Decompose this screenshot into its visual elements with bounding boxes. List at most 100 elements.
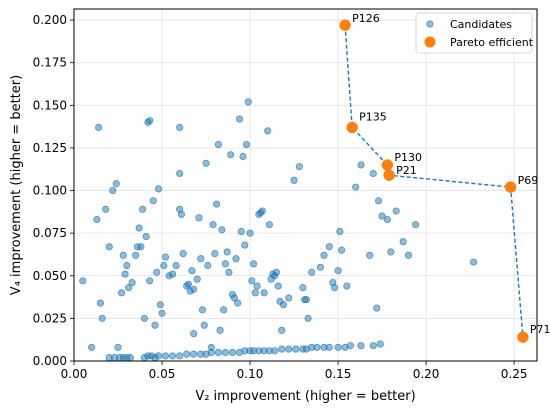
candidate-point	[292, 345, 300, 353]
candidate-point	[366, 251, 374, 259]
pareto-point-label: P130	[394, 151, 422, 164]
x-tick-label: 0.20	[413, 367, 440, 381]
y-tick-label: 0.200	[33, 13, 67, 27]
candidate-point	[227, 151, 235, 159]
candidate-point	[242, 140, 251, 149]
pareto-point-label: P21	[396, 164, 417, 177]
candidate-point	[176, 123, 184, 132]
legend-candidates-marker	[426, 20, 434, 28]
candidate-point	[470, 258, 478, 266]
candidate-point	[109, 186, 117, 195]
candidate-point	[246, 229, 254, 237]
candidate-point	[352, 183, 360, 191]
candidate-point	[169, 352, 177, 360]
candidate-point	[228, 348, 236, 357]
candidate-point	[260, 289, 268, 297]
candidate-point	[220, 306, 228, 314]
pareto-point	[381, 159, 394, 171]
candidate-point	[253, 282, 261, 290]
candidate-point	[302, 296, 310, 304]
candidate-point	[153, 268, 161, 276]
candidate-point	[338, 246, 346, 254]
candidate-point	[209, 221, 217, 229]
candidate-point	[105, 243, 113, 251]
candidate-point	[161, 352, 170, 360]
candidate-point	[330, 284, 339, 292]
candidate-point	[214, 348, 222, 357]
candidate-point	[244, 98, 252, 106]
candidate-point	[320, 251, 328, 259]
candidate-point	[200, 321, 208, 329]
candidate-point	[278, 326, 286, 334]
candidate-point	[336, 227, 344, 236]
y-tick-label: 0.150	[33, 98, 67, 112]
candidate-point	[235, 115, 244, 123]
candidate-point	[290, 176, 298, 184]
pareto-point-label: P135	[359, 110, 387, 123]
candidate-point	[198, 306, 207, 314]
candidate-point	[154, 352, 163, 360]
candidate-point	[334, 343, 342, 351]
candidate-point	[119, 251, 127, 259]
candidate-point	[373, 304, 381, 312]
candidate-point	[126, 354, 134, 362]
candidate-point	[190, 285, 198, 293]
y-axis-label: V₄ improvement (higher = better)	[9, 75, 24, 295]
candidate-point	[399, 238, 407, 246]
y-tick-label: 0.075	[33, 226, 67, 240]
candidate-point	[204, 261, 212, 270]
candidate-point	[237, 227, 245, 236]
candidate-point	[299, 284, 307, 292]
candidate-point	[221, 260, 229, 268]
x-axis-ticks: 0.00 0.05 0.10 0.15 0.20 0.25	[61, 361, 527, 381]
pareto-point	[339, 19, 351, 31]
y-tick-label: 0.025	[33, 311, 67, 325]
candidate-point	[176, 352, 184, 360]
candidate-point	[102, 205, 110, 213]
candidate-point	[172, 261, 180, 270]
candidate-point	[95, 123, 103, 132]
x-tick-label: 0.05	[149, 367, 176, 381]
candidate-point	[392, 207, 400, 215]
candidate-point	[241, 241, 249, 249]
x-tick-label: 0.15	[325, 367, 352, 381]
candidate-point	[234, 299, 242, 307]
candidate-point	[146, 277, 154, 285]
candidate-point	[271, 347, 279, 355]
candidate-point	[258, 207, 266, 215]
candidate-point	[121, 270, 129, 278]
candidate-point	[142, 233, 150, 241]
candidate-point	[265, 221, 273, 229]
candidate-point	[184, 280, 192, 288]
candidate-point	[272, 268, 281, 276]
candidate-point	[248, 277, 256, 285]
candidate-point	[285, 345, 293, 353]
candidate-point	[230, 294, 238, 302]
candidate-point	[357, 161, 365, 169]
candidate-point	[375, 197, 383, 205]
candidate-point	[179, 250, 187, 258]
candidate-point	[232, 255, 240, 263]
legend-candidates-label: Candidates	[450, 18, 512, 31]
candidate-point	[151, 321, 159, 329]
candidate-point	[149, 197, 157, 205]
pareto-point	[504, 181, 517, 193]
y-tick-label: 0.000	[33, 354, 67, 368]
candidate-point	[112, 180, 120, 188]
candidate-point	[161, 253, 170, 261]
y-tick-label: 0.175	[33, 56, 67, 70]
y-axis-ticks: 0.000 0.025 0.050 0.075 0.100 0.125 0.150 0.175…	[33, 13, 74, 368]
candidate-point	[343, 282, 351, 290]
legend: Candidates Pareto efficient	[415, 12, 534, 54]
candidate-point	[117, 289, 126, 297]
candidate-point	[195, 214, 203, 222]
candidate-point	[313, 343, 321, 351]
candidate-point	[93, 215, 101, 224]
x-tick-label: 0.00	[61, 367, 88, 381]
candidate-point	[316, 263, 325, 271]
candidate-point	[190, 330, 198, 338]
legend-box	[415, 12, 533, 54]
candidate-point	[96, 299, 104, 307]
candidate-point	[160, 261, 168, 270]
